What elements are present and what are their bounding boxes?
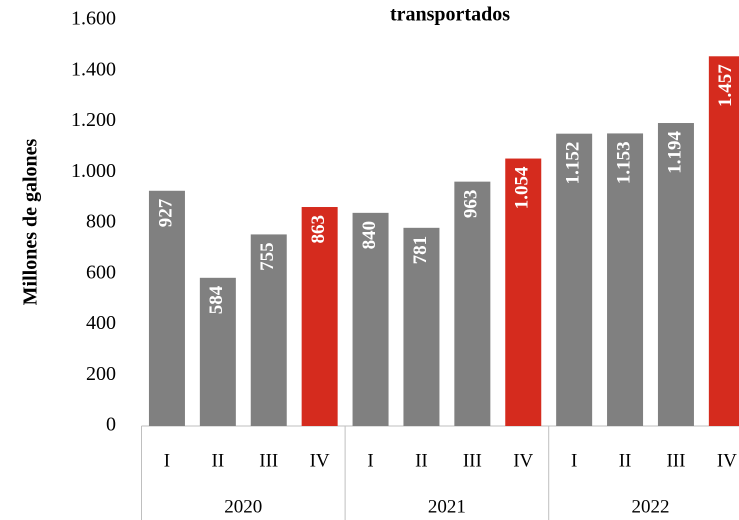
bar bbox=[556, 133, 593, 426]
x-tick-label: III bbox=[259, 450, 278, 471]
y-tick-label: 1.200 bbox=[71, 109, 116, 131]
bar bbox=[199, 277, 236, 426]
value-label: 863 bbox=[308, 215, 329, 244]
y-tick-label: 0 bbox=[106, 414, 116, 436]
x-tick-label: I bbox=[164, 450, 170, 471]
bar bbox=[657, 123, 694, 427]
value-label: 1.054 bbox=[512, 166, 533, 209]
value-label: 840 bbox=[359, 221, 380, 250]
bar bbox=[708, 56, 739, 426]
group-label: 2020 bbox=[224, 496, 262, 517]
x-tick-label: II bbox=[415, 450, 428, 471]
value-label: 1.153 bbox=[613, 141, 634, 184]
value-label: 755 bbox=[257, 242, 278, 271]
bar bbox=[403, 227, 440, 426]
bar bbox=[454, 181, 491, 426]
y-tick-label: 600 bbox=[86, 261, 116, 283]
x-tick-label: II bbox=[619, 450, 632, 471]
y-tick-label: 800 bbox=[86, 211, 116, 233]
x-tick-label: I bbox=[571, 450, 577, 471]
value-label: 927 bbox=[155, 198, 176, 227]
value-label: 1.194 bbox=[664, 131, 685, 174]
value-label: 1.457 bbox=[715, 64, 736, 107]
group-label: 2021 bbox=[428, 496, 466, 517]
x-tick-label: I bbox=[367, 450, 373, 471]
group-label: 2022 bbox=[632, 496, 670, 517]
chart-title: transportados bbox=[390, 4, 510, 26]
value-label: 963 bbox=[461, 190, 482, 219]
x-tick-label: IV bbox=[717, 450, 737, 471]
bar bbox=[301, 207, 338, 426]
bar bbox=[505, 158, 542, 427]
y-tick-label: 200 bbox=[86, 363, 116, 385]
x-tick-label: IV bbox=[513, 450, 533, 471]
bar bbox=[607, 133, 644, 426]
y-tick-label: 1.600 bbox=[71, 8, 116, 30]
value-label: 1.152 bbox=[563, 142, 584, 185]
bar bbox=[250, 234, 287, 426]
y-axis-label: Millones de galones bbox=[20, 138, 42, 305]
value-label: 584 bbox=[206, 285, 227, 314]
x-tick-label: III bbox=[666, 450, 685, 471]
x-tick-label: III bbox=[463, 450, 482, 471]
value-label: 781 bbox=[410, 236, 431, 264]
x-tick-label: II bbox=[212, 450, 225, 471]
y-tick-label: 1.000 bbox=[71, 160, 116, 182]
bar bbox=[148, 190, 185, 426]
x-tick-label: IV bbox=[310, 450, 330, 471]
y-tick-label: 400 bbox=[86, 312, 116, 334]
y-tick-label: 1.400 bbox=[71, 58, 116, 80]
bar bbox=[352, 212, 389, 426]
